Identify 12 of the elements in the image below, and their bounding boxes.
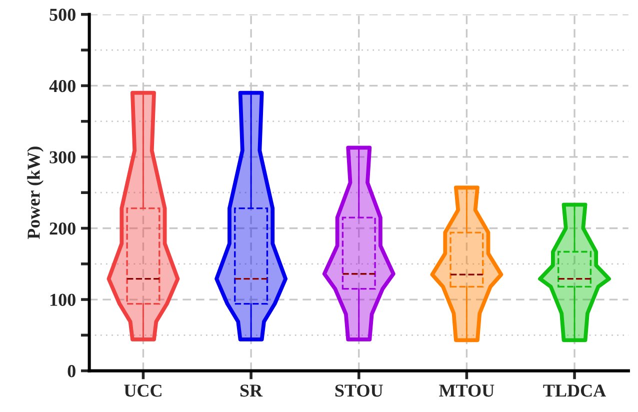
y-tick-label: 200 — [50, 222, 76, 235]
y-tick-label: 100 — [50, 294, 76, 306]
y-tick-label: 0 — [68, 365, 76, 378]
x-tick-label: STOU — [335, 384, 383, 397]
x-tick-label: TLDCA — [543, 384, 606, 397]
y-tick-label: 500 — [50, 8, 76, 21]
y-tick-label: 300 — [50, 151, 76, 164]
x-tick-label: MTOU — [439, 384, 494, 397]
x-tick-label: SR — [240, 384, 263, 397]
y-tick-label: 400 — [49, 80, 76, 92]
y-axis-title: Power (kW) — [27, 146, 44, 240]
x-tick-label: UCC — [124, 384, 162, 397]
